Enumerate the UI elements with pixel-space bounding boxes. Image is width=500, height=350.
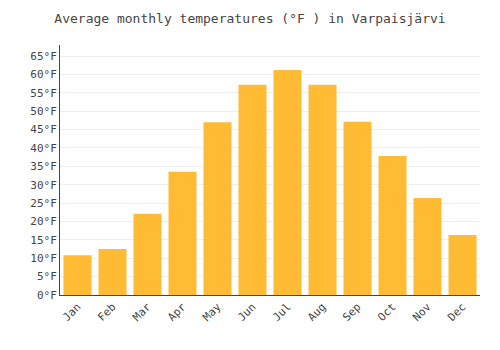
svg-text:Jan: Jan xyxy=(60,301,83,324)
svg-text:65°F: 65°F xyxy=(30,50,57,63)
svg-text:5°F: 5°F xyxy=(37,270,57,283)
svg-text:15°F: 15°F xyxy=(30,234,57,247)
svg-text:May: May xyxy=(200,300,224,324)
svg-text:30°F: 30°F xyxy=(30,179,57,192)
svg-text:Sep: Sep xyxy=(340,301,363,324)
svg-text:50°F: 50°F xyxy=(30,105,57,118)
svg-text:55°F: 55°F xyxy=(30,87,57,100)
svg-text:35°F: 35°F xyxy=(30,160,57,173)
svg-text:Average monthly temperatures (: Average monthly temperatures (°F ) in Va… xyxy=(54,11,445,26)
svg-text:Jul: Jul xyxy=(270,301,293,324)
svg-text:Jun: Jun xyxy=(235,301,258,324)
svg-text:Nov: Nov xyxy=(410,300,434,324)
svg-text:60°F: 60°F xyxy=(30,68,57,81)
svg-text:Apr: Apr xyxy=(165,300,189,324)
svg-text:Dec: Dec xyxy=(445,301,468,324)
svg-text:25°F: 25°F xyxy=(30,197,57,210)
svg-text:45°F: 45°F xyxy=(30,123,57,136)
svg-text:0°F: 0°F xyxy=(37,289,57,302)
svg-text:Feb: Feb xyxy=(95,301,118,324)
svg-text:Aug: Aug xyxy=(305,301,328,324)
svg-text:20°F: 20°F xyxy=(30,215,57,228)
svg-text:Oct: Oct xyxy=(375,301,398,324)
svg-text:Mar: Mar xyxy=(130,300,154,324)
svg-text:40°F: 40°F xyxy=(30,142,57,155)
svg-text:10°F: 10°F xyxy=(30,252,57,265)
